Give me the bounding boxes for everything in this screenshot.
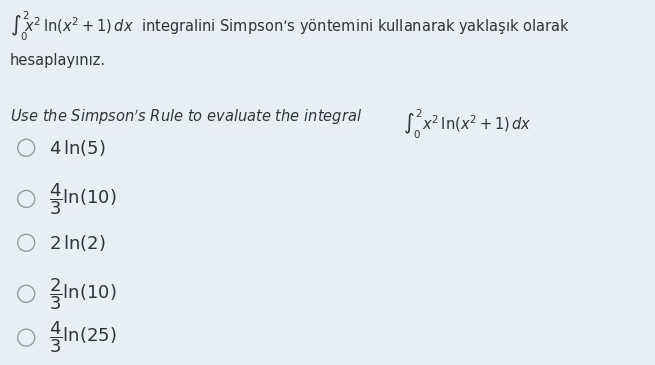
- Text: $4\,\ln(5)$: $4\,\ln(5)$: [49, 138, 106, 158]
- Text: hesaplayınız.: hesaplayınız.: [10, 53, 106, 68]
- Text: $\int_0^2 x^2\,\ln(x^2+1)\,dx$: $\int_0^2 x^2\,\ln(x^2+1)\,dx$: [403, 108, 532, 141]
- Text: $\dfrac{4}{3}\ln(10)$: $\dfrac{4}{3}\ln(10)$: [49, 181, 117, 217]
- Text: $\dfrac{2}{3}\ln(10)$: $\dfrac{2}{3}\ln(10)$: [49, 276, 117, 312]
- Text: $\mathit{Use\ the\ Simpson's\ Rule\ to\ evaluate\ the\ integral}$: $\mathit{Use\ the\ Simpson's\ Rule\ to\ …: [10, 108, 362, 127]
- Text: $2\,\ln(2)$: $2\,\ln(2)$: [49, 233, 106, 253]
- Text: $\int_0^2\!\! x^2\,\ln(x^2+1)\,dx$  integralini Simpson’s yöntemini kullanarak y: $\int_0^2\!\! x^2\,\ln(x^2+1)\,dx$ integ…: [10, 9, 569, 43]
- Text: $\dfrac{4}{3}\ln(25)$: $\dfrac{4}{3}\ln(25)$: [49, 320, 117, 356]
